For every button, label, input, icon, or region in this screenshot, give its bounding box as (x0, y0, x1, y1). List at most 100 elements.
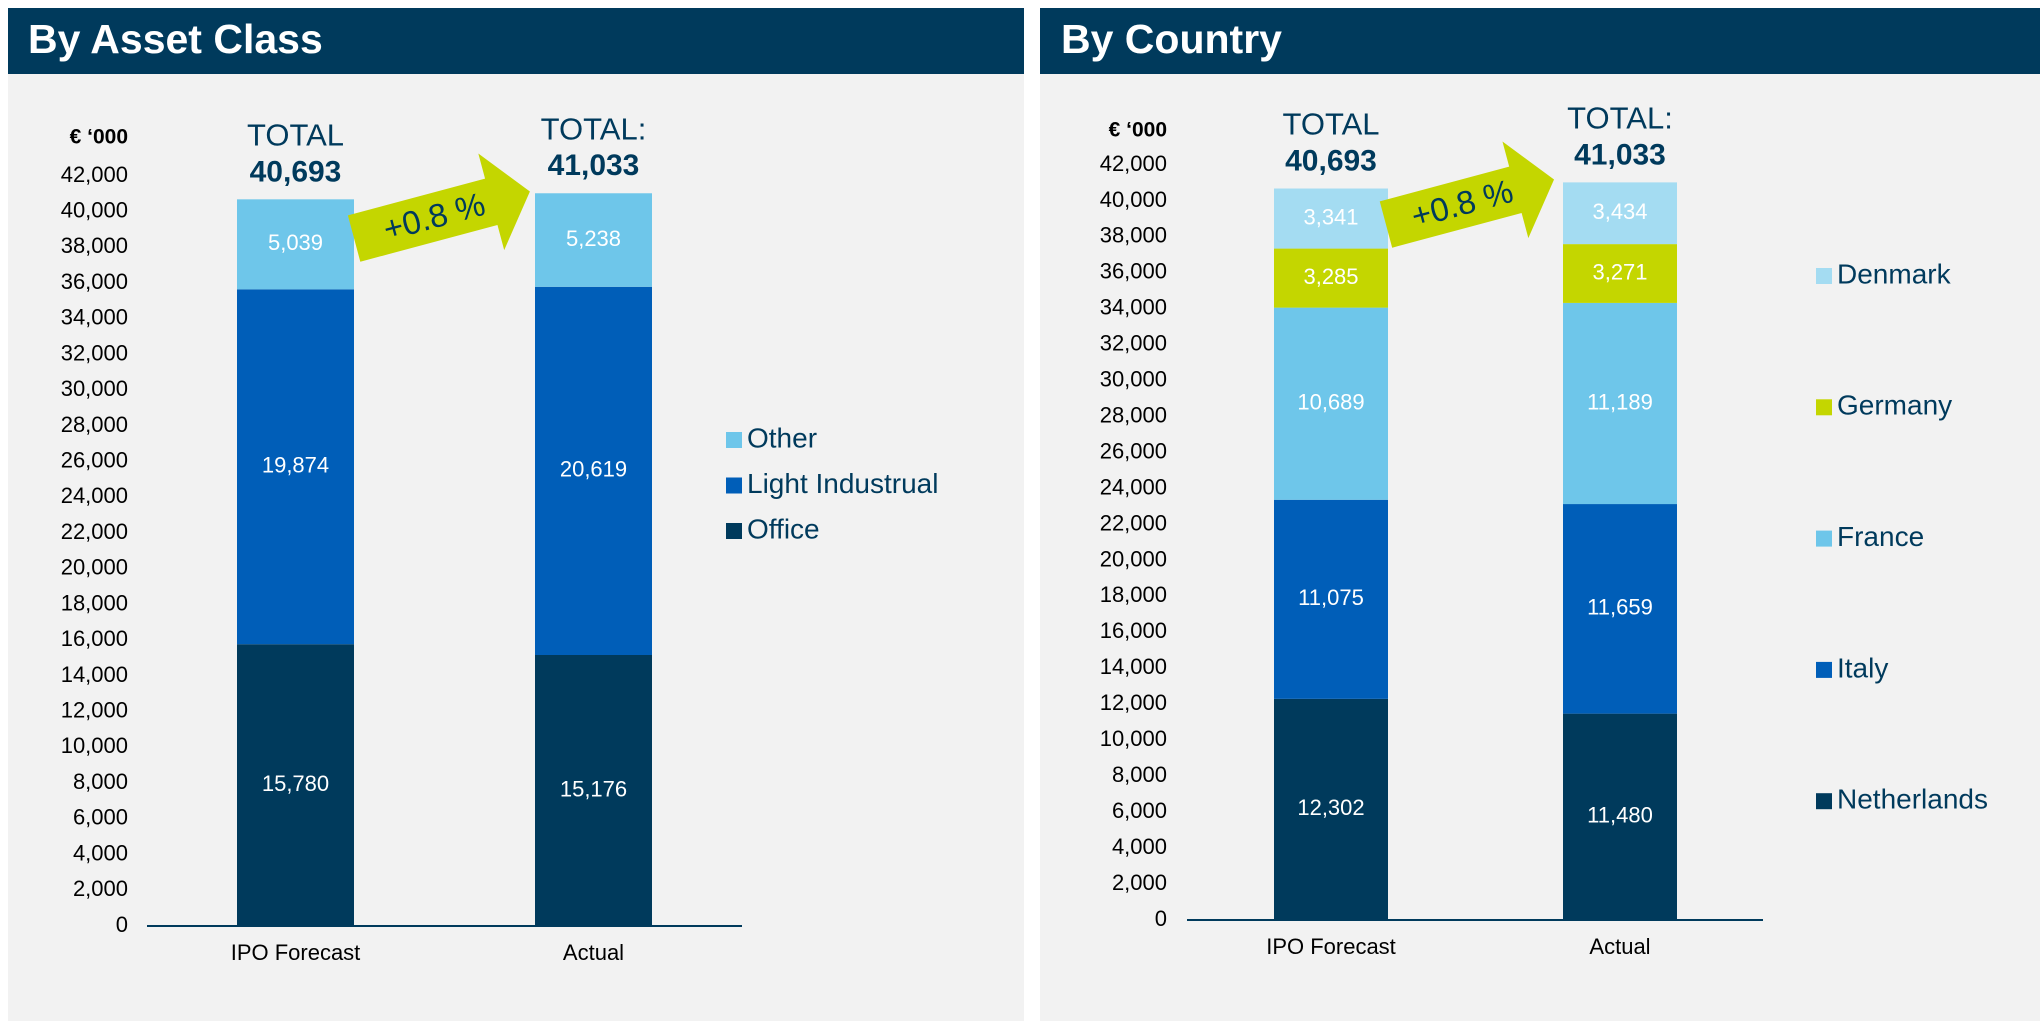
y-tick-label: 30,000 (61, 376, 128, 401)
total-label: TOTAL (1282, 107, 1379, 142)
value-label: 10,689 (1297, 390, 1364, 415)
y-tick-label: 24,000 (1100, 474, 1167, 499)
arrow-shape (347, 153, 530, 262)
legend-label: Office (747, 513, 820, 544)
value-label: 11,075 (1298, 585, 1364, 610)
arrow-shape (1379, 141, 1555, 248)
y-tick-label: 6,000 (73, 805, 128, 830)
y-tick-label: 30,000 (1100, 367, 1167, 392)
legend-swatch (1816, 530, 1832, 547)
y-tick-label: 42,000 (1100, 151, 1167, 176)
x-tick-label: IPO Forecast (231, 940, 361, 965)
value-label: 11,659 (1587, 595, 1653, 620)
value-label: 19,874 (262, 453, 329, 478)
y-tick-label: 18,000 (61, 590, 128, 615)
bar-segment (1274, 698, 1388, 920)
bar-segment (237, 289, 354, 645)
y-tick-label: 40,000 (61, 198, 128, 223)
legend-label: Italy (1837, 652, 1888, 683)
value-label: 3,285 (1303, 264, 1358, 289)
total-value: 41,033 (548, 149, 640, 182)
legend-swatch (726, 432, 742, 448)
value-label: 5,238 (566, 226, 621, 251)
panel-bg (8, 74, 1024, 1021)
legend-label: Other (747, 422, 817, 453)
y-tick-label: 8,000 (73, 769, 128, 794)
value-label: 20,619 (560, 457, 627, 482)
value-label: 3,271 (1592, 259, 1647, 284)
y-tick-label: 20,000 (61, 555, 128, 580)
y-tick-label: 10,000 (1100, 726, 1167, 751)
legend-label: Denmark (1837, 258, 1952, 289)
legend-swatch (1816, 661, 1832, 678)
y-tick-label: 4,000 (1112, 834, 1167, 859)
value-label: 3,434 (1592, 199, 1647, 224)
bar-segment (1563, 244, 1677, 303)
bar-segment (1563, 713, 1677, 920)
bar-segment (535, 655, 652, 926)
y-tick-label: 8,000 (1112, 762, 1167, 787)
value-label: 3,341 (1303, 204, 1358, 229)
value-label: 12,302 (1297, 795, 1364, 820)
total-value: 40,693 (250, 155, 342, 188)
total-value: 40,693 (1285, 144, 1377, 177)
panel-header (1040, 8, 2040, 74)
legend-swatch (1816, 793, 1832, 810)
y-tick-label: 28,000 (61, 412, 128, 437)
bar-segment (1563, 504, 1677, 714)
y-tick-label: 38,000 (1100, 223, 1167, 248)
y-tick-label: 22,000 (61, 519, 128, 544)
total-label: TOTAL: (541, 111, 647, 146)
y-tick-label: 34,000 (1100, 295, 1167, 320)
x-tick-label: Actual (1589, 934, 1650, 959)
y-tick-label: 26,000 (61, 448, 128, 473)
y-tick-label: 12,000 (1100, 690, 1167, 715)
y-tick-label: 38,000 (61, 233, 128, 258)
y-tick-label: 28,000 (1100, 402, 1167, 427)
panel-title: By Asset Class (28, 16, 323, 62)
bar-segment (1563, 302, 1677, 505)
legend-swatch (726, 523, 742, 539)
y-tick-label: 18,000 (1100, 582, 1167, 607)
panel-bg (1040, 74, 2040, 1021)
y-tick-label: 16,000 (61, 626, 128, 651)
y-tick-label: 22,000 (1100, 510, 1167, 535)
bar-segment (1274, 307, 1388, 500)
y-axis-label: € ‘000 (70, 126, 128, 149)
legend-swatch (1816, 399, 1832, 416)
y-axis-label: € ‘000 (1109, 119, 1167, 142)
bar-segment (237, 199, 354, 290)
value-label: 15,780 (262, 771, 329, 796)
bar-segment (1563, 182, 1677, 245)
y-tick-label: 36,000 (61, 269, 128, 294)
y-tick-label: 2,000 (73, 876, 128, 901)
panel-header (8, 8, 1024, 74)
y-tick-label: 16,000 (1100, 618, 1167, 643)
value-label: 11,480 (1587, 803, 1653, 828)
value-label: 15,176 (560, 776, 627, 801)
y-tick-label: 42,000 (61, 162, 128, 187)
y-tick-label: 2,000 (1112, 870, 1167, 895)
bar-segment (1274, 188, 1388, 249)
legend-label: France (1837, 521, 1924, 552)
x-tick-label: Actual (563, 940, 624, 965)
panel-title: By Country (1061, 16, 1282, 62)
bar-segment (535, 286, 652, 655)
y-tick-label: 14,000 (61, 662, 128, 687)
legend-label: Light Industrual (747, 468, 938, 499)
y-tick-label: 34,000 (61, 305, 128, 330)
y-tick-label: 20,000 (1100, 546, 1167, 571)
legend-swatch (726, 477, 742, 494)
y-tick-label: 6,000 (1112, 798, 1167, 823)
legend-swatch (1816, 268, 1832, 284)
y-tick-label: 0 (1155, 906, 1167, 931)
value-label: 5,039 (268, 230, 323, 255)
bar-segment (1274, 248, 1388, 308)
y-tick-label: 32,000 (61, 340, 128, 365)
y-tick-label: 14,000 (1100, 654, 1167, 679)
y-tick-label: 36,000 (1100, 259, 1167, 284)
legend-label: Germany (1837, 390, 1952, 421)
y-tick-label: 32,000 (1100, 331, 1167, 356)
y-tick-label: 0 (116, 912, 128, 937)
